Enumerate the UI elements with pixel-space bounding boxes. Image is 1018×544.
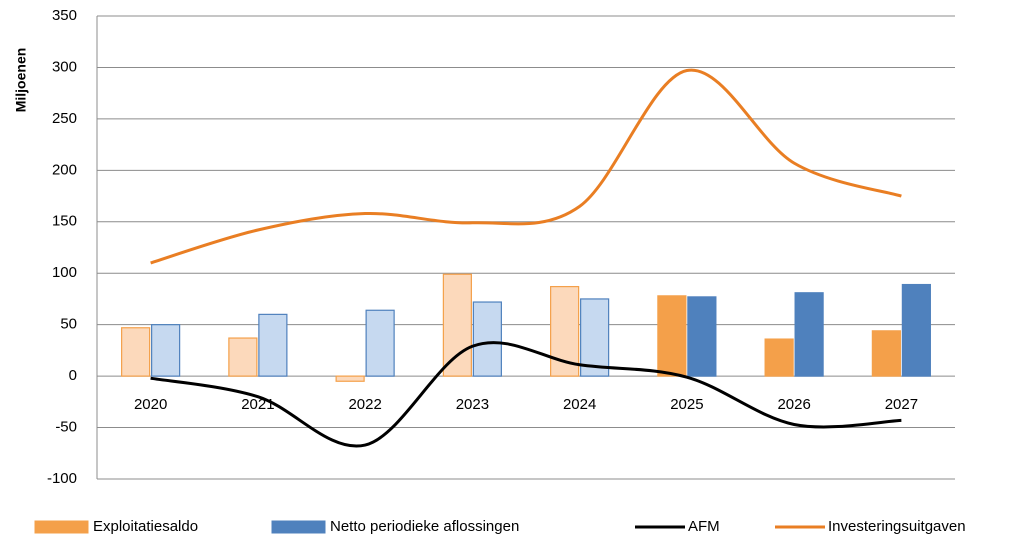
legend-label: Investeringsuitgaven [828, 518, 966, 535]
x-tick-label: 2025 [670, 396, 703, 413]
bar [442, 273, 472, 377]
y-tick-label: 200 [52, 161, 77, 178]
y-axis-title: Miljoenen [13, 48, 29, 113]
bar [764, 338, 794, 377]
bar [687, 296, 717, 377]
x-tick-label: 2021 [241, 396, 274, 413]
line [150, 68, 902, 265]
x-tick-label: 2026 [777, 396, 810, 413]
y-tick-label: -100 [47, 470, 77, 487]
bar [151, 324, 181, 377]
bar [365, 309, 395, 377]
bar [794, 292, 824, 377]
legend-label: Exploitatiesaldo [93, 518, 198, 535]
bar [901, 283, 931, 377]
bar [580, 298, 610, 377]
x-tick-label: 2020 [134, 396, 167, 413]
legend-label: AFM [688, 518, 720, 535]
x-tick-label: 2022 [348, 396, 381, 413]
bar [258, 313, 288, 377]
bar [472, 301, 502, 377]
legend-swatch [271, 520, 326, 534]
bar [121, 327, 151, 377]
bar [335, 375, 365, 382]
line [150, 341, 902, 448]
bar [657, 295, 687, 377]
legend-label: Netto periodieke aflossingen [330, 518, 519, 535]
y-tick-label: 350 [52, 7, 77, 24]
y-tick-label: -50 [55, 419, 77, 436]
y-tick-label: 150 [52, 213, 77, 230]
legend-swatch [34, 520, 89, 534]
bar [871, 330, 901, 377]
x-tick-label: 2024 [563, 396, 596, 413]
x-tick-label: 2027 [885, 396, 918, 413]
y-tick-label: 100 [52, 264, 77, 281]
y-tick-label: 50 [60, 316, 77, 333]
y-tick-label: 0 [69, 367, 77, 384]
bar [228, 337, 258, 377]
y-tick-label: 250 [52, 110, 77, 127]
x-tick-label: 2023 [456, 396, 489, 413]
y-tick-label: 300 [52, 58, 77, 75]
